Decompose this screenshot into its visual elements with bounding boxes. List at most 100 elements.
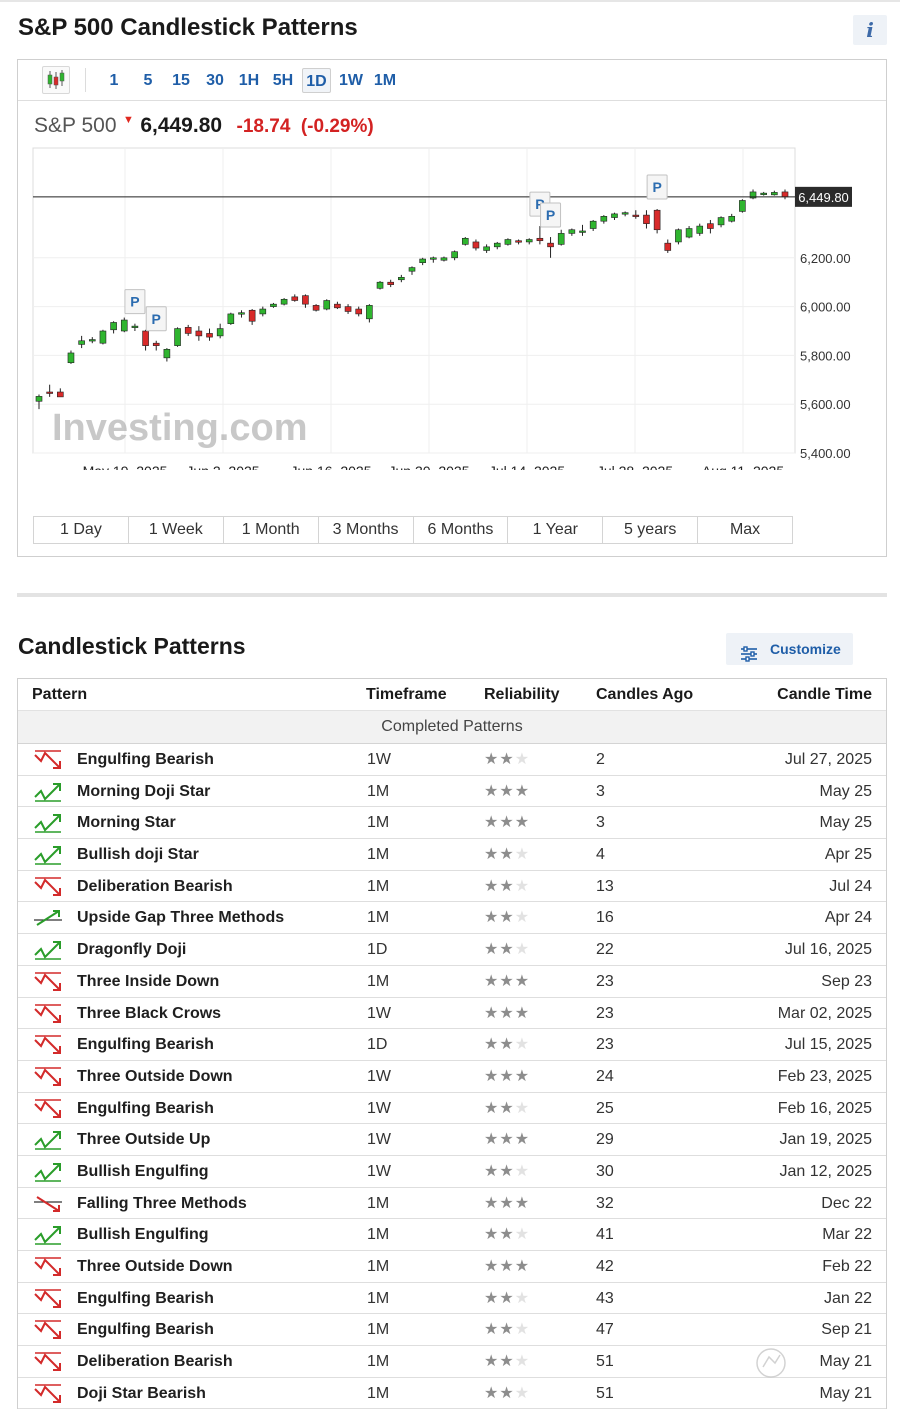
pattern-name[interactable]: Three Black Crows	[77, 1004, 222, 1022]
timeframe-1h[interactable]: 1H	[238, 72, 260, 89]
table-row[interactable]: Deliberation Bearish 1M ★★★ 51 May 21	[18, 1346, 886, 1378]
info-icon[interactable]: i	[853, 15, 887, 45]
table-row[interactable]: Three Outside Up 1W ★★★ 29 Jan 19, 2025	[18, 1124, 886, 1156]
bearish-reversal-icon	[33, 749, 63, 771]
candle-up	[88, 339, 96, 342]
pattern-name[interactable]: Three Inside Down	[77, 972, 220, 990]
star-icon: ★	[514, 1036, 531, 1054]
pattern-name[interactable]: Engulfing Bearish	[77, 751, 214, 768]
timeframe-5h[interactable]: 5H	[272, 72, 294, 89]
range-1-year[interactable]: 1 Year	[508, 517, 604, 543]
star-icon: ★	[514, 1194, 531, 1212]
timeframe-1m[interactable]: 1M	[373, 72, 397, 89]
header-pattern[interactable]: Pattern	[32, 686, 88, 703]
pattern-marker	[124, 289, 146, 315]
timeframe-30[interactable]: 30	[206, 72, 224, 89]
star-icon: ★	[514, 909, 531, 927]
star-icon: ★	[499, 972, 515, 990]
candle-time: Mar 22	[822, 1226, 872, 1244]
pattern-name[interactable]: Three Outside Down	[77, 1258, 233, 1275]
price-change: -18.74	[236, 116, 291, 137]
pattern-name[interactable]: Morning Doji Star	[77, 782, 211, 800]
y-tick-label: 5,600.00	[800, 397, 851, 412]
table-row[interactable]: Three Outside Down 1M ★★★ 42 Feb 22	[18, 1251, 886, 1283]
timeframe-5[interactable]: 5	[143, 72, 153, 89]
candles-ago: 41	[596, 1226, 614, 1244]
table-row[interactable]: Falling Three Methods 1M ★★★ 32 Dec 22	[18, 1188, 886, 1220]
pattern-name[interactable]: Falling Three Methods	[77, 1194, 247, 1212]
candle-time: Jul 27, 2025	[784, 751, 872, 768]
pattern-marker-label: P	[546, 207, 555, 223]
star-icon: ★	[499, 877, 515, 895]
candle-up	[174, 328, 181, 346]
table-row[interactable]: Morning Doji Star 1M ★★★ 3 May 25	[18, 776, 886, 808]
pattern-name[interactable]: Engulfing Bearish	[77, 1036, 214, 1054]
pattern-name[interactable]: Bullish Engulfing	[77, 1162, 209, 1180]
pattern-name[interactable]: Dragonfly Doji	[77, 941, 187, 959]
table-row[interactable]: Engulfing Bearish 1D ★★★ 23 Jul 15, 2025	[18, 1029, 886, 1061]
candle-up	[398, 277, 405, 281]
header-candles-ago[interactable]: Candles Ago	[596, 686, 694, 703]
candlestick-icon[interactable]	[42, 66, 70, 94]
table-row[interactable]: Morning Star 1M ★★★ 3 May 25	[18, 807, 886, 840]
table-row[interactable]: Three Black Crows 1W ★★★ 23 Mar 02, 2025	[18, 998, 886, 1030]
candle-up	[579, 230, 586, 233]
table-row[interactable]: Bullish Engulfing 1M ★★★ 41 Mar 22	[18, 1219, 886, 1251]
pattern-name[interactable]: Three Outside Up	[77, 1131, 211, 1149]
instrument-name: S&P 500	[34, 114, 117, 137]
table-row[interactable]: Engulfing Bearish 1M ★★★ 43 Jan 22	[18, 1283, 886, 1315]
candle-up	[589, 220, 597, 229]
top-border	[0, 0, 900, 2]
range-1-day[interactable]: 1 Day	[34, 517, 129, 543]
table-row[interactable]: Upside Gap Three Methods 1M ★★★ 16 Apr 24	[18, 902, 886, 935]
range-max[interactable]: Max	[698, 517, 792, 543]
table-row[interactable]: Bullish Engulfing 1W ★★★ 30 Jan 12, 2025	[18, 1156, 886, 1188]
table-row[interactable]: Deliberation Bearish 1M ★★★ 13 Jul 24	[18, 871, 886, 903]
table-row[interactable]: Doji Star Bearish 1M ★★★ 51 May 21	[18, 1378, 886, 1410]
candle-down	[707, 223, 714, 229]
star-icon: ★	[484, 1321, 500, 1339]
star-icon: ★	[484, 846, 500, 864]
pattern-name[interactable]: Bullish Engulfing	[77, 1226, 209, 1244]
pattern-name[interactable]: Upside Gap Three Methods	[77, 909, 285, 927]
pattern-name[interactable]: Morning Star	[77, 814, 176, 832]
star-icon: ★	[514, 1226, 531, 1244]
table-row[interactable]: Dragonfly Doji 1D ★★★ 22 Jul 16, 2025	[18, 934, 886, 966]
range-5-years[interactable]: 5 years	[603, 517, 699, 543]
pattern-marker-label: P	[152, 311, 161, 327]
pattern-name[interactable]: Engulfing Bearish	[77, 1289, 214, 1307]
pattern-name[interactable]: Engulfing Bearish	[77, 1099, 214, 1117]
pattern-name[interactable]: Deliberation Bearish	[77, 877, 233, 895]
pattern-name[interactable]: Bullish doji Star	[77, 846, 199, 864]
pattern-name[interactable]: Engulfing Bearish	[77, 1321, 214, 1339]
pattern-name[interactable]: Deliberation Bearish	[77, 1353, 233, 1371]
candle-up	[376, 281, 384, 289]
candle-up	[675, 229, 682, 243]
customize-button[interactable]: Customize	[726, 633, 853, 665]
header-candle-time[interactable]: Candle Time	[777, 686, 872, 703]
reliability-stars: ★★★	[484, 1129, 530, 1149]
pattern-name[interactable]: Doji Star Bearish	[77, 1384, 206, 1402]
range-3-months[interactable]: 3 Months	[318, 517, 414, 543]
candlestick-chart[interactable]: Investing.com 6,200.00 6,000.00 5,800.00 5,6…	[18, 140, 886, 470]
timeframe-15[interactable]: 15	[172, 72, 190, 89]
timeframe-1d[interactable]: 1D	[302, 68, 331, 93]
pattern-name[interactable]: Three Outside Down	[77, 1067, 233, 1085]
table-row[interactable]: Bullish doji Star 1M ★★★ 4 Apr 25	[18, 839, 886, 871]
timeframe-1[interactable]: 1	[109, 72, 119, 89]
table-row[interactable]: Three Outside Down 1W ★★★ 24 Feb 23, 2025	[18, 1061, 886, 1093]
range-1-month[interactable]: 1 Month	[223, 517, 319, 543]
timeframe-1w[interactable]: 1W	[339, 72, 363, 89]
header-timeframe[interactable]: Timeframe	[366, 686, 447, 703]
candle-up	[216, 328, 224, 337]
table-row[interactable]: Three Inside Down 1M ★★★ 23 Sep 23	[18, 966, 886, 998]
candle-time: Feb 22	[822, 1258, 872, 1275]
range-6-months[interactable]: 6 Months	[413, 517, 509, 543]
header-reliability[interactable]: Reliability	[484, 686, 560, 703]
candle-up	[493, 242, 501, 248]
table-row[interactable]: Engulfing Bearish 1M ★★★ 47 Sep 21	[18, 1314, 886, 1347]
candle-up	[238, 312, 245, 315]
table-row[interactable]: Engulfing Bearish 1W ★★★ 25 Feb 16, 2025	[18, 1093, 886, 1125]
table-row[interactable]: Engulfing Bearish 1W ★★★ 2 Jul 27, 2025	[18, 744, 886, 776]
range-1-week[interactable]: 1 Week	[128, 517, 224, 543]
